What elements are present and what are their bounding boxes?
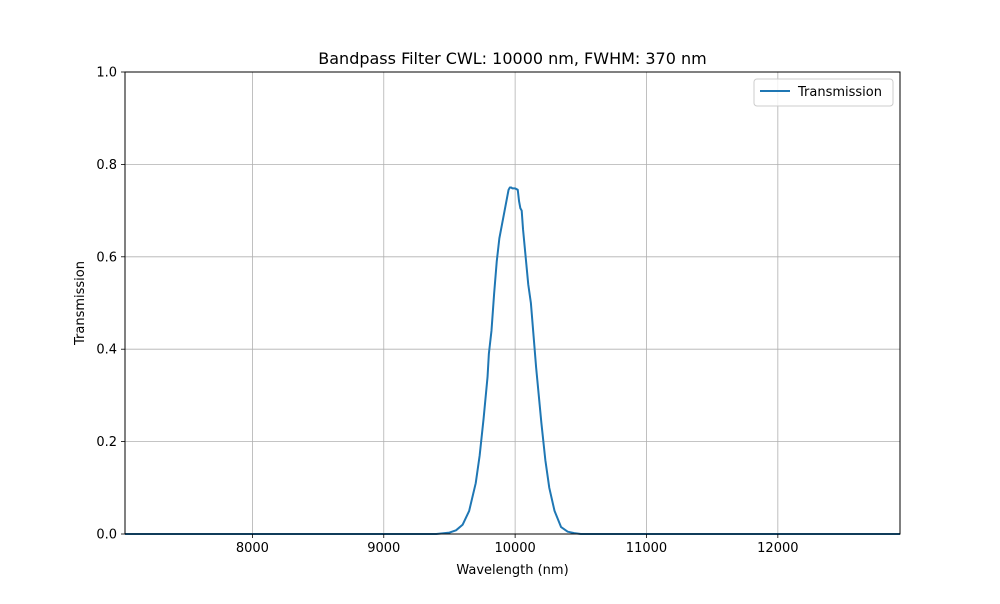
chart-title: Bandpass Filter CWL: 10000 nm, FWHM: 370… (318, 49, 706, 68)
y-tick-label: 1.0 (96, 66, 117, 81)
x-tick-label: 9000 (367, 541, 400, 556)
y-tick-label: 0.2 (96, 435, 117, 450)
x-axis-label: Wavelength (nm) (456, 563, 568, 578)
series-line-transmission (125, 186, 900, 535)
y-tick-label: 0.8 (96, 158, 117, 173)
y-tick-label: 0.6 (96, 250, 117, 265)
legend-box (753, 78, 894, 107)
legend-label-transmission: Transmission (797, 85, 882, 100)
x-tick-label: 12000 (757, 541, 798, 556)
x-tick-label: 10000 (494, 541, 535, 556)
legend: Transmission (753, 78, 894, 107)
y-tick-label: 0.4 (96, 343, 117, 358)
tick-layer: 8000 9000 10000 11000 12000 0.0 0.2 0.4 0.6 0.8 1.… (96, 66, 798, 557)
plot-layer (125, 186, 900, 535)
grid-layer (125, 71, 900, 535)
y-tick-label: 0.0 (96, 528, 117, 543)
axes-frame (124, 71, 901, 535)
y-axis-label: Transmission (73, 261, 88, 346)
x-tick-label: 11000 (626, 541, 667, 556)
x-tick-label: 8000 (236, 541, 269, 556)
